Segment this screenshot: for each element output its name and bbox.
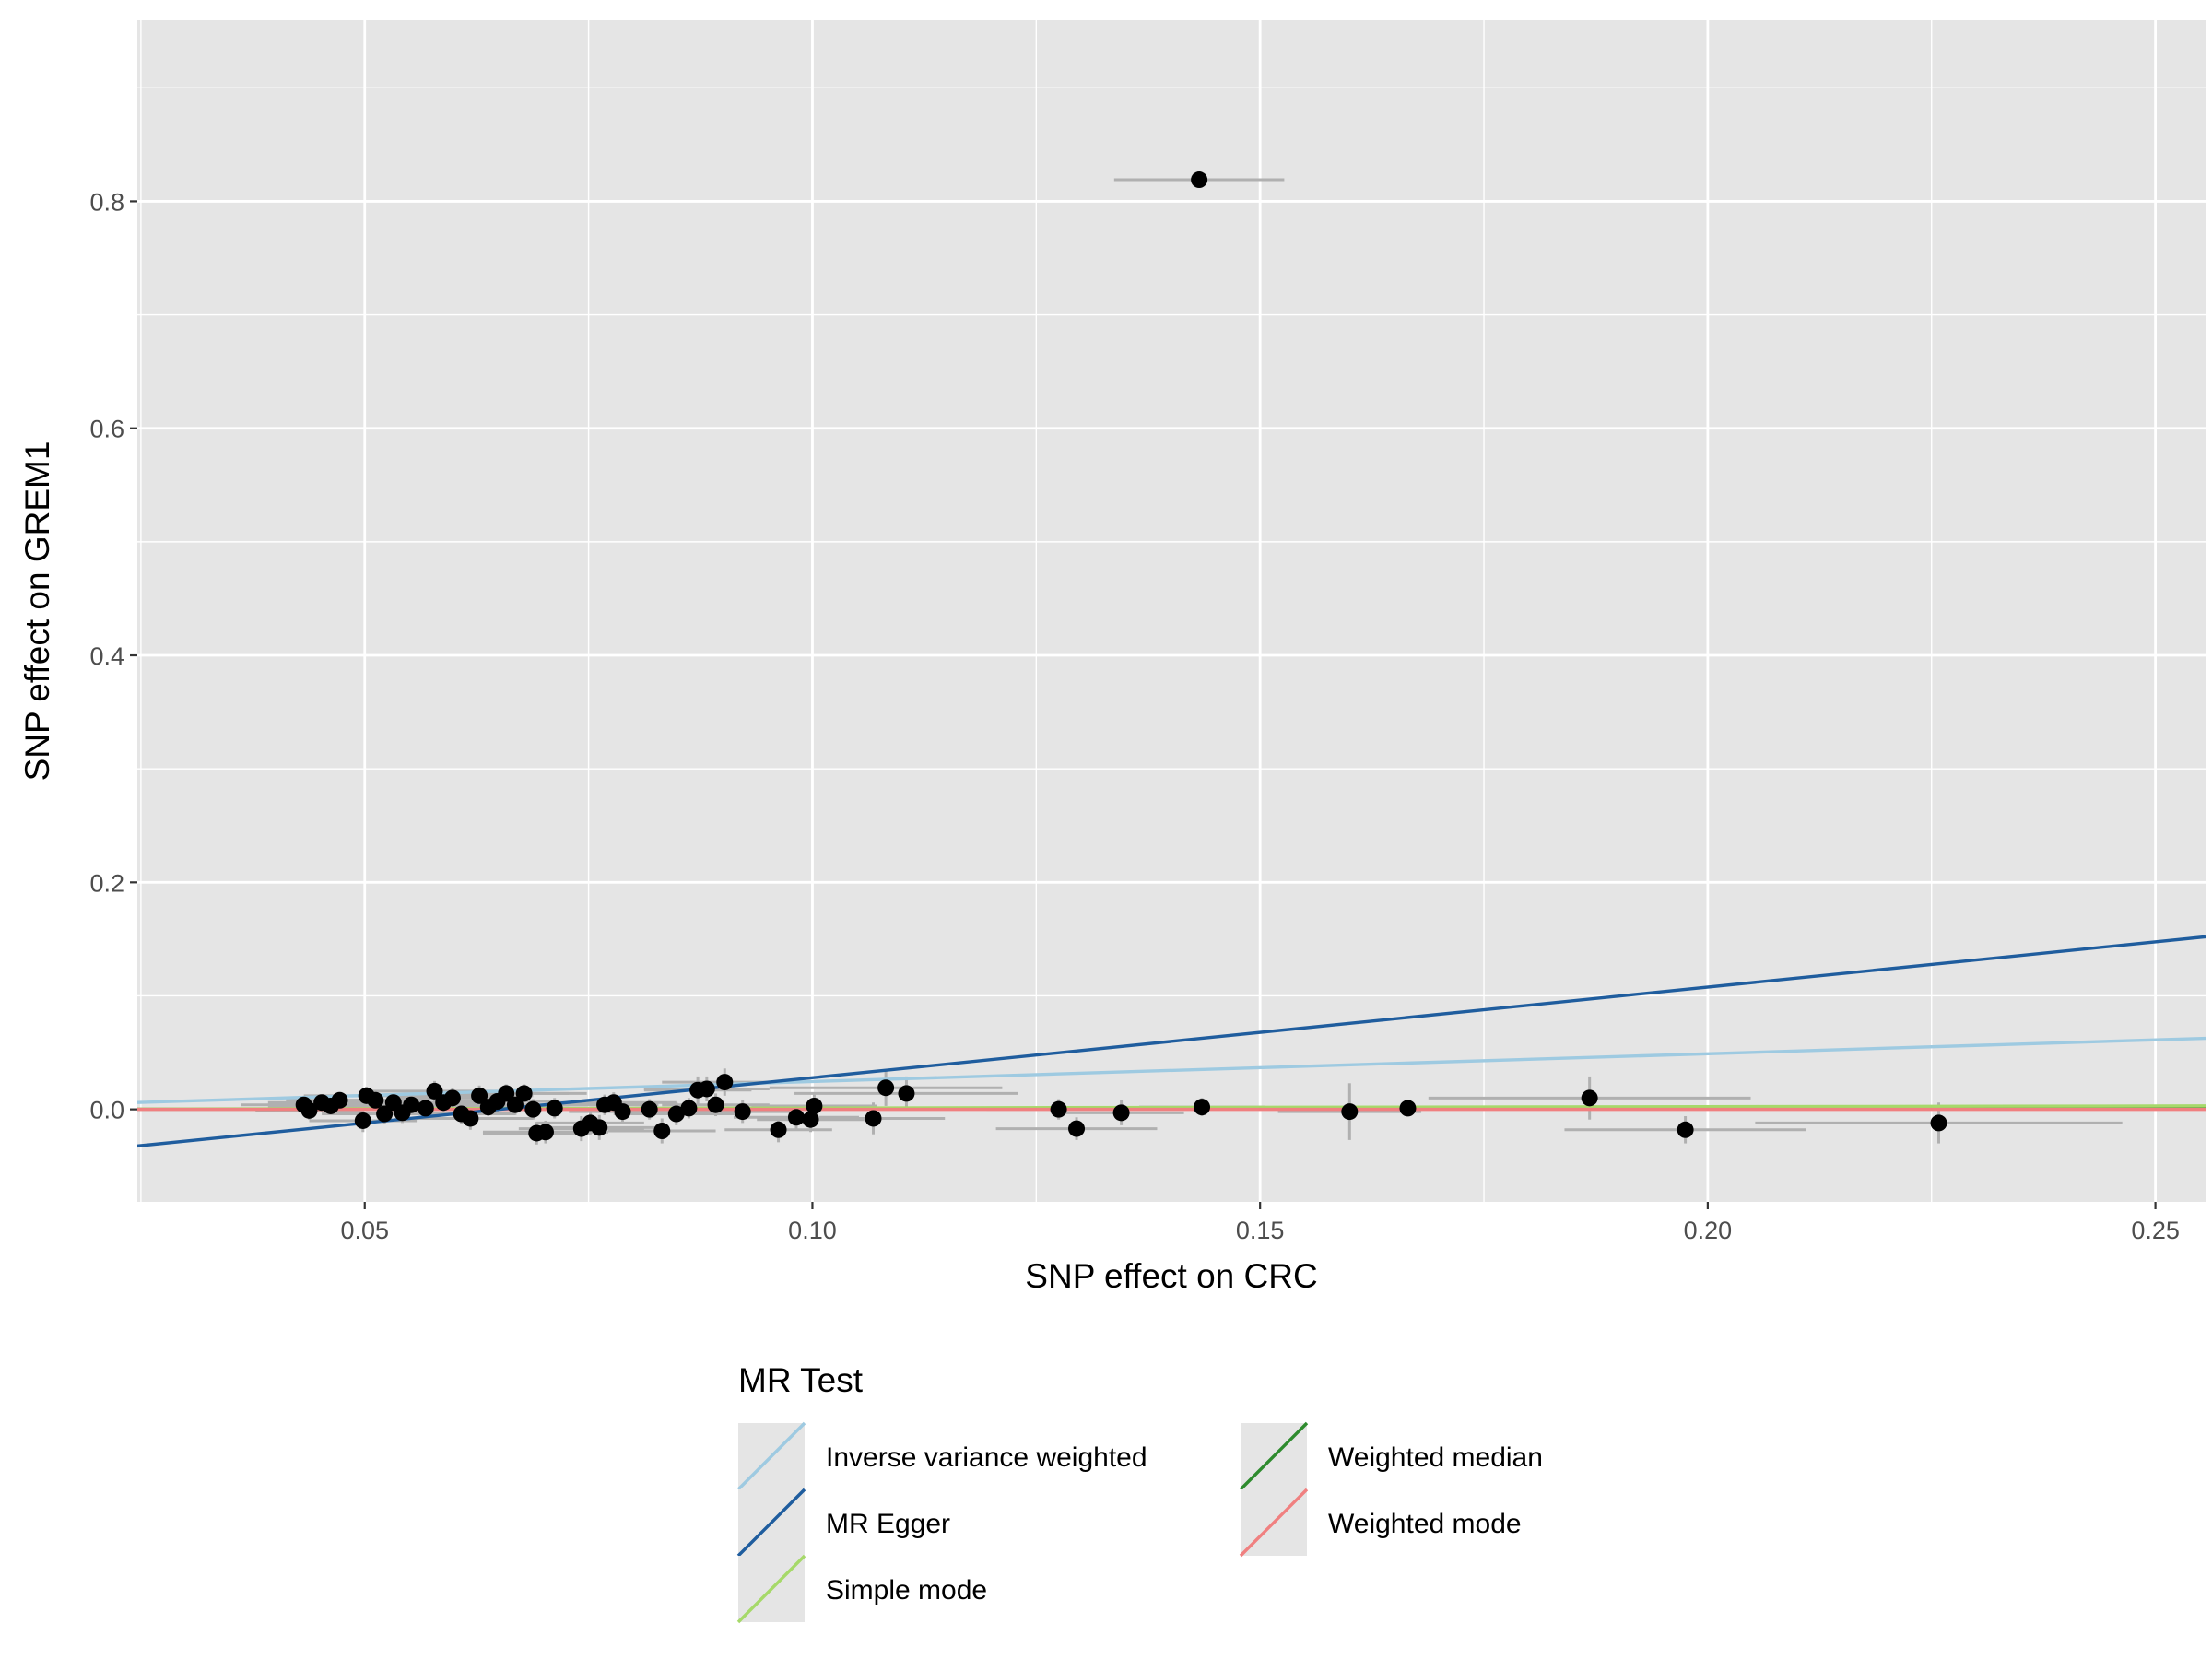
y-tick-label: 0.0	[89, 1097, 124, 1124]
minor-gridlines	[137, 20, 2206, 1202]
snp-point	[667, 1105, 685, 1123]
plot-panel	[137, 20, 2206, 1202]
snp-point	[865, 1110, 882, 1127]
legend-label: Weighted mode	[1328, 1509, 1522, 1539]
x-tick-label: 0.05	[340, 1217, 389, 1244]
legend-label: Inverse variance weighted	[826, 1442, 1147, 1473]
x-axis-title: SNP effect on CRC	[1025, 1257, 1317, 1295]
legend-key-line	[1239, 1488, 1309, 1558]
snp-point	[1068, 1120, 1086, 1137]
snp-point	[367, 1091, 384, 1109]
snp-point	[770, 1121, 787, 1138]
snp-point	[680, 1100, 698, 1117]
snp-point	[403, 1096, 420, 1113]
snp-point	[1341, 1103, 1359, 1121]
snp-point	[1050, 1100, 1067, 1118]
legend-key-line	[736, 1554, 806, 1624]
snp-point	[653, 1123, 671, 1140]
snp-point	[426, 1082, 443, 1100]
legend-key-line	[736, 1488, 806, 1558]
snp-point	[877, 1079, 895, 1097]
snp-point	[443, 1089, 461, 1107]
snp-point	[716, 1074, 734, 1091]
x-axis-ticks: 0.05 0.10 0.15 0.20 0.25	[340, 1202, 2180, 1244]
snp-point	[524, 1100, 542, 1118]
legend-key-line	[736, 1421, 806, 1491]
snp-point	[471, 1087, 488, 1104]
snp-point	[331, 1091, 348, 1109]
x-tick-label: 0.20	[1684, 1217, 1733, 1244]
y-tick-label: 0.4	[89, 642, 124, 670]
legend: MR Test Inverse variance weighted Weighte…	[736, 1361, 1543, 1624]
x-tick-label: 0.15	[1236, 1217, 1285, 1244]
snp-point	[498, 1085, 515, 1102]
snp-point	[506, 1096, 524, 1113]
snp-point	[300, 1101, 318, 1119]
snp-point	[462, 1110, 479, 1127]
snp-point	[898, 1085, 915, 1102]
snp-point	[417, 1100, 434, 1117]
snp-point	[591, 1119, 608, 1136]
major-gridlines	[137, 20, 2206, 1202]
y-tick-label: 0.6	[89, 416, 124, 443]
snp-points	[295, 171, 1947, 1142]
snp-point	[515, 1085, 533, 1102]
legend-label: Weighted median	[1328, 1442, 1543, 1473]
snp-point	[376, 1105, 394, 1123]
snp-point	[787, 1109, 805, 1126]
y-tick-label: 0.2	[89, 869, 124, 897]
snp-point	[1191, 171, 1208, 189]
snp-point	[698, 1080, 715, 1098]
x-tick-label: 0.10	[788, 1217, 837, 1244]
legend-key-line	[1239, 1421, 1309, 1491]
snp-point	[1399, 1100, 1417, 1117]
snp-point	[1677, 1121, 1694, 1138]
snp-point	[734, 1103, 751, 1121]
y-axis-ticks: 0.0 0.2 0.4 0.6 0.8	[89, 188, 137, 1124]
snp-point	[1930, 1114, 1947, 1132]
snp-point	[641, 1100, 658, 1118]
snp-point	[802, 1111, 819, 1128]
snp-point	[614, 1103, 631, 1121]
y-tick-label: 0.8	[89, 188, 124, 216]
snp-point	[707, 1096, 724, 1113]
snp-point	[1112, 1104, 1130, 1122]
legend-label: Simple mode	[826, 1575, 987, 1606]
snp-point	[536, 1124, 554, 1141]
snp-point	[806, 1097, 823, 1114]
snp-point	[354, 1112, 371, 1129]
x-tick-label: 0.25	[2131, 1217, 2180, 1244]
snp-point	[1194, 1099, 1211, 1116]
snp-point	[546, 1100, 563, 1117]
legend-title: MR Test	[738, 1361, 864, 1399]
y-axis-title: SNP effect on GREM1	[18, 441, 56, 782]
snp-point	[1581, 1089, 1598, 1107]
legend-label: MR Egger	[826, 1509, 950, 1539]
